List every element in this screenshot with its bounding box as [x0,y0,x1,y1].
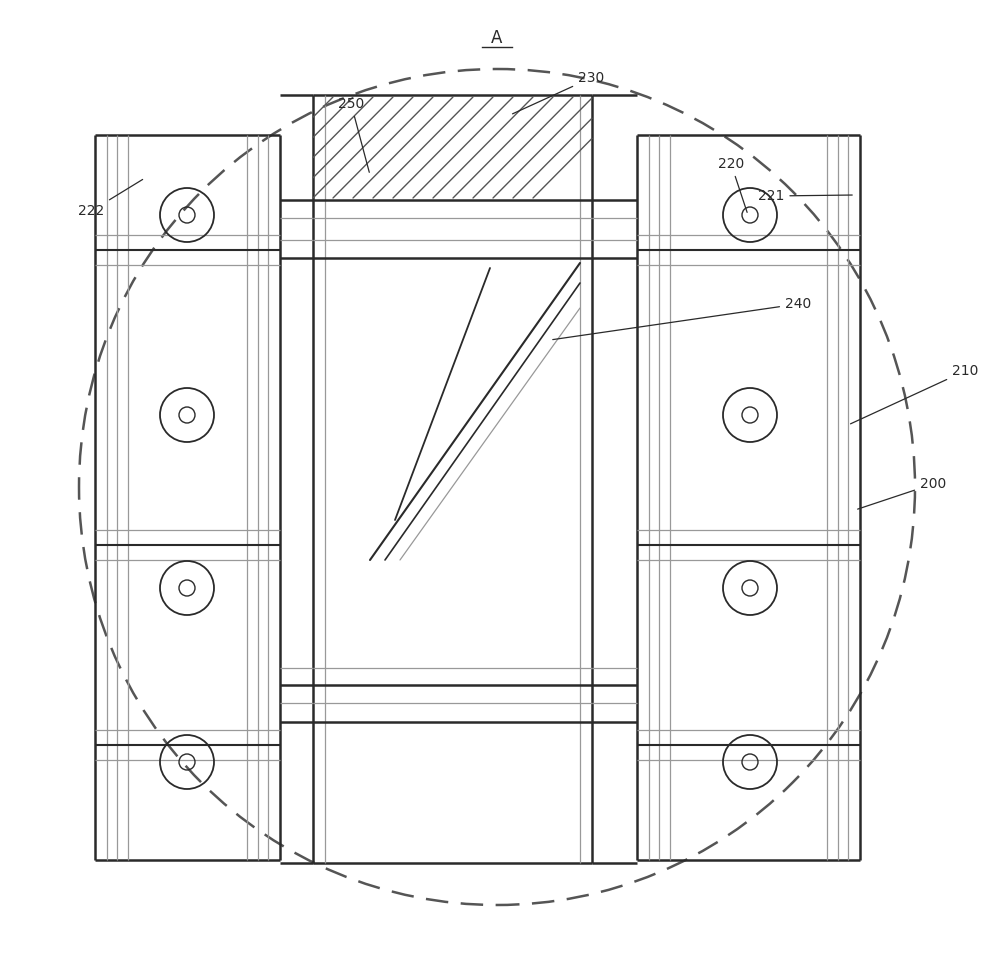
Text: 240: 240 [553,297,811,339]
Text: A: A [491,29,503,47]
Text: 250: 250 [338,97,369,172]
Text: 221: 221 [758,189,852,203]
Text: 200: 200 [858,477,946,510]
Text: 230: 230 [513,71,604,114]
Text: 210: 210 [851,364,978,424]
Text: 222: 222 [78,180,143,218]
Text: 220: 220 [718,157,747,212]
